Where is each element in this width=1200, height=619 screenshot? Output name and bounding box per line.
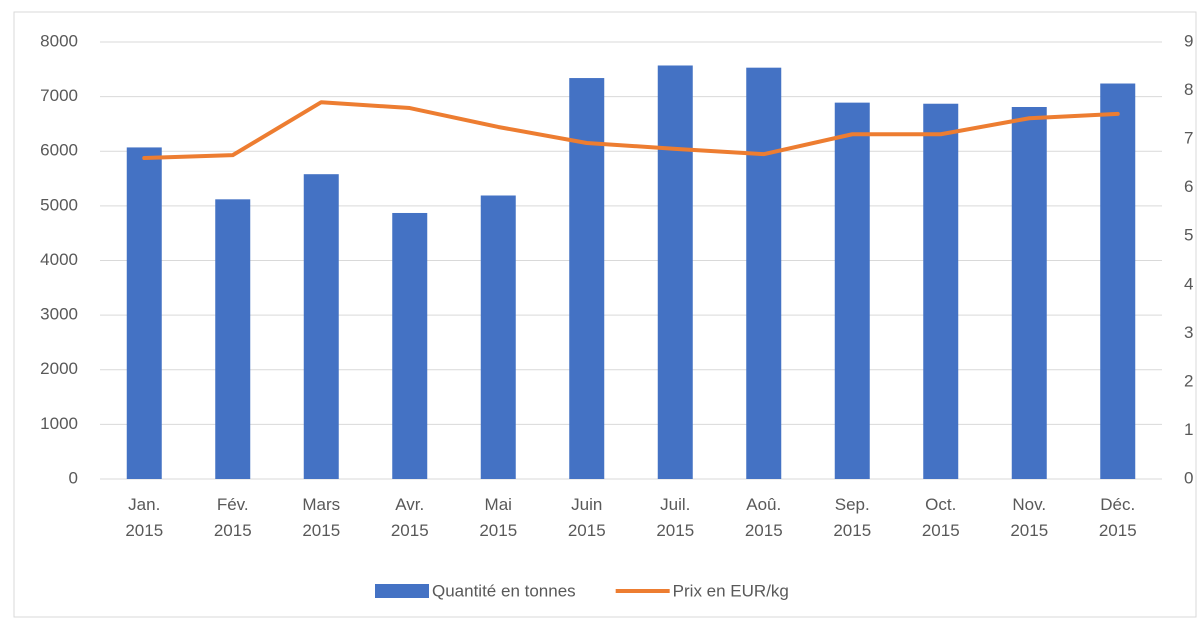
y-tick-label: 0	[69, 468, 78, 487]
x-tick-label: Oct. 2015	[921, 495, 960, 540]
legend-swatch	[375, 584, 429, 598]
x-tick-label: Sep. 2015	[833, 495, 872, 540]
y-tick-label: 6000	[40, 141, 78, 160]
x-tick-label: Jan. 2015	[125, 495, 164, 540]
line	[142, 100, 1120, 161]
x-tick-label: Aoû. 2015	[744, 495, 783, 540]
legend-label: Prix en EUR/kg	[673, 581, 789, 600]
x-tick-label: Déc. 2015	[1098, 495, 1137, 540]
x-tick-label: Mai 2015	[479, 495, 518, 540]
y2-tick-label: 8	[1184, 80, 1193, 99]
y2-tick-label: 7	[1184, 129, 1193, 148]
y2-tick-label: 9	[1184, 31, 1193, 50]
bar	[746, 67, 782, 479]
y2-tick-label: 1	[1184, 420, 1193, 439]
y-tick-label: 1000	[40, 414, 78, 433]
x-tick-label: Juin 2015	[567, 495, 606, 540]
y-tick-label: 2000	[40, 359, 78, 378]
chart-border	[13, 11, 1197, 618]
x-tick-label: Avr. 2015	[390, 495, 429, 540]
y2-tick-label: 3	[1184, 323, 1193, 342]
x-tick-label: Juil. 2015	[656, 495, 695, 540]
y-tick-label: 7000	[40, 86, 78, 105]
bar	[834, 102, 870, 479]
bar	[126, 147, 162, 479]
x-tick-label: Nov. 2015	[1010, 495, 1049, 540]
bar	[480, 195, 516, 479]
bar	[657, 65, 693, 480]
bar	[215, 199, 251, 479]
y-tick-label: 4000	[40, 250, 78, 269]
legend-label: Quantité en tonnes	[432, 581, 576, 600]
y2-tick-label: 0	[1184, 468, 1193, 487]
bar	[1011, 107, 1047, 479]
bar	[392, 212, 428, 479]
x-tick-label: Mars 2015	[302, 495, 341, 540]
y2-tick-label: 2	[1184, 371, 1193, 390]
y-tick-label: 3000	[40, 305, 78, 324]
y2-tick-label: 4	[1184, 274, 1193, 293]
y2-tick-label: 6	[1184, 177, 1193, 196]
x-tick-label: Fév. 2015	[213, 495, 252, 540]
y-tick-label: 8000	[40, 31, 78, 50]
bar	[569, 78, 605, 480]
bar	[303, 174, 339, 479]
y2-tick-label: 5	[1184, 226, 1193, 245]
bar	[923, 103, 959, 479]
bar	[1100, 83, 1136, 479]
y-tick-label: 5000	[40, 195, 78, 214]
